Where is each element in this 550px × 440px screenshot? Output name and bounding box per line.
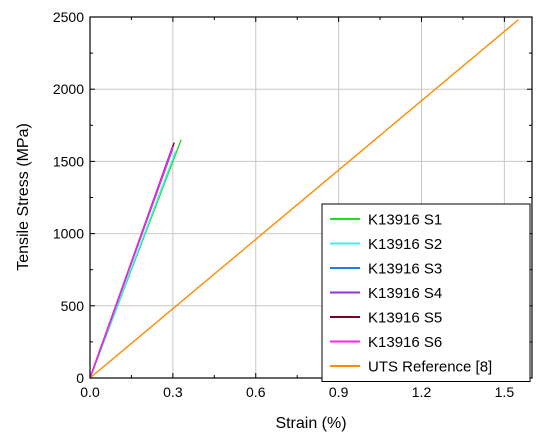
- legend-label: K13916 S6: [368, 334, 442, 351]
- legend-label: K13916 S1: [368, 212, 442, 229]
- y-tick-label: 500: [61, 298, 85, 314]
- legend-label: UTS Reference [8]: [368, 359, 492, 376]
- y-tick-label: 2500: [53, 9, 84, 25]
- x-tick-label: 0.9: [329, 384, 349, 400]
- x-tick-label: 0.3: [163, 384, 183, 400]
- legend: K13916 S1 K13916 S2 K13916 S3 K13916 S4 K139…: [321, 203, 531, 382]
- series-line: [89, 19, 519, 379]
- legend-label: K13916 S2: [368, 236, 442, 253]
- y-axis-title: Tensile Stress (MPa): [15, 123, 32, 271]
- x-tick-label: 1.5: [495, 384, 515, 400]
- x-axis-title: Strain (%): [275, 415, 346, 432]
- series-line: [89, 146, 174, 379]
- legend-label: K13916 S3: [368, 261, 442, 278]
- y-tick-label: 1000: [53, 226, 84, 242]
- plot-series: [89, 19, 519, 379]
- y-tick-label: 1500: [53, 153, 84, 169]
- y-tick-label: 2000: [53, 81, 84, 97]
- legend-label: K13916 S4: [368, 285, 442, 302]
- axis-ticks: 0.0 0.3 0.6 0.9 1.2 1.5 0 500 1000 1500 2000 2500: [53, 9, 532, 400]
- y-tick-label: 0: [76, 370, 84, 386]
- x-tick-label: 1.2: [412, 384, 432, 400]
- x-tick-label: 0.0: [80, 384, 100, 400]
- grid: [90, 17, 532, 378]
- legend-label: K13916 S5: [368, 310, 442, 327]
- x-tick-label: 0.6: [246, 384, 266, 400]
